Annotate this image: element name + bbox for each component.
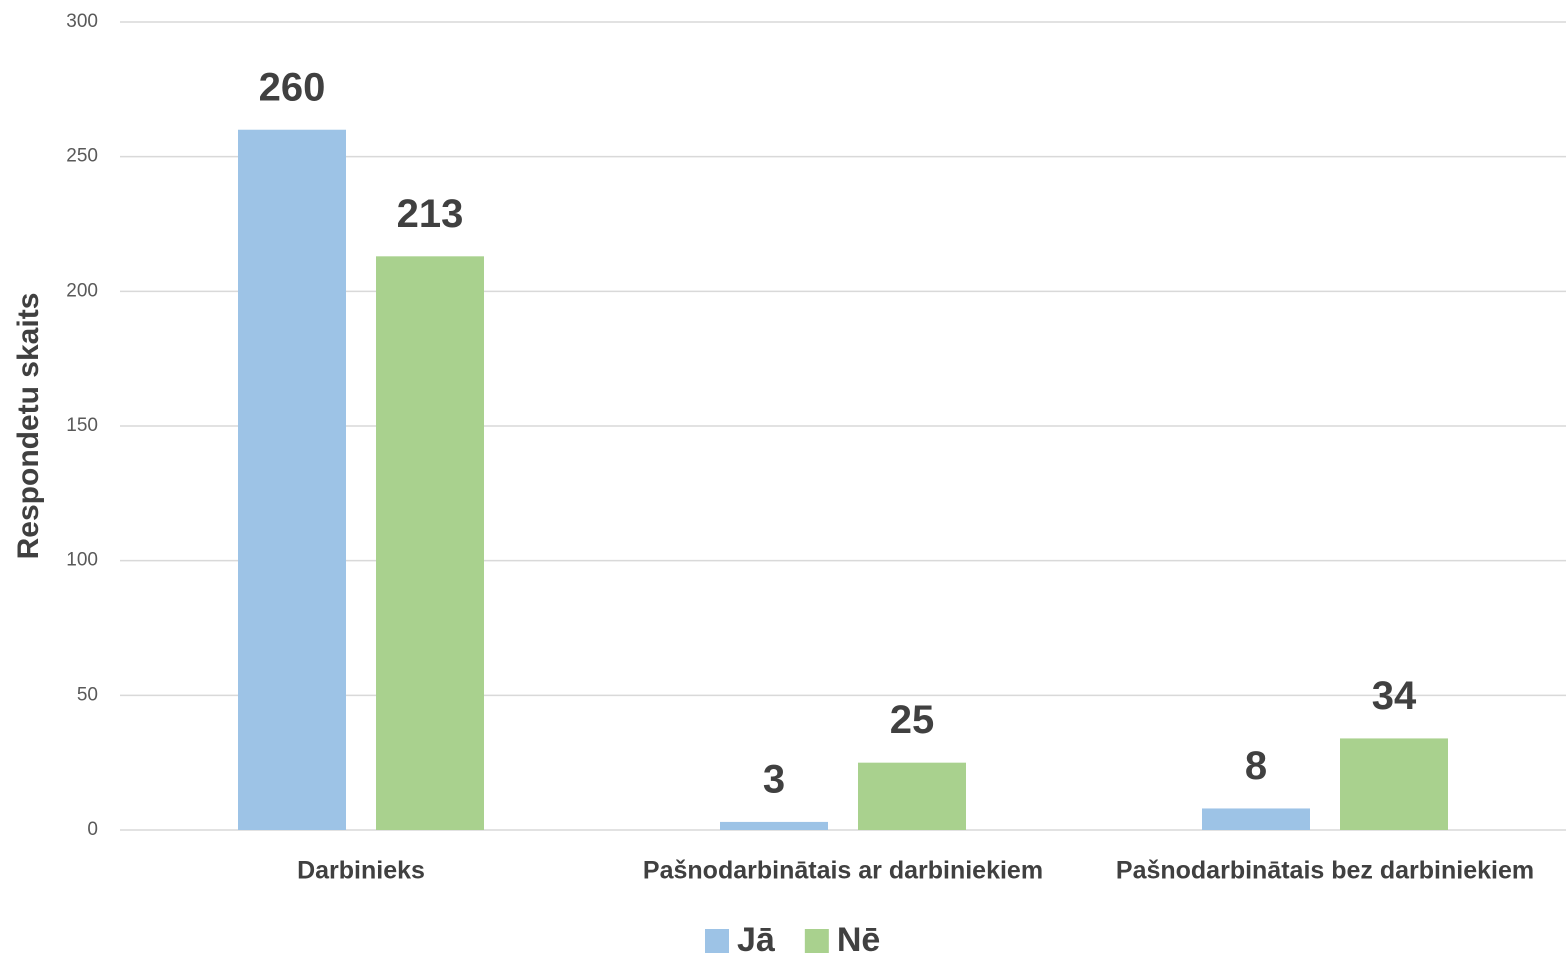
y-tick-label: 50 (77, 684, 98, 705)
y-tick-label: 100 (66, 550, 98, 571)
data-label: 3 (763, 757, 785, 801)
bar (720, 821, 828, 830)
legend-swatch (705, 929, 729, 953)
bar (858, 762, 966, 830)
data-label: 34 (1372, 674, 1417, 718)
data-label: 260 (259, 65, 326, 109)
x-tick-label: Pašnodarbinātais ar darbiniekiem (643, 857, 1043, 885)
y-tick-label: 150 (66, 415, 98, 436)
y-tick-label: 200 (66, 280, 98, 301)
legend-label: Jā (737, 921, 776, 955)
data-label: 8 (1245, 744, 1267, 788)
y-tick-label: 300 (66, 11, 98, 32)
data-label: 213 (397, 192, 464, 236)
bar (1202, 808, 1310, 830)
bar (376, 256, 484, 830)
bar (1340, 738, 1448, 830)
y-tick-label: 250 (66, 146, 98, 167)
y-tick-label: 0 (87, 819, 98, 840)
x-tick-label: Darbinieks (297, 857, 425, 885)
y-axis-label: Respondetu skaits (12, 293, 45, 560)
data-label: 25 (890, 698, 935, 742)
legend-swatch (804, 929, 829, 953)
x-tick-label: Pašnodarbinātais bez darbiniekiem (1116, 857, 1534, 885)
bar (238, 129, 346, 830)
legend-label: Nē (837, 921, 880, 955)
